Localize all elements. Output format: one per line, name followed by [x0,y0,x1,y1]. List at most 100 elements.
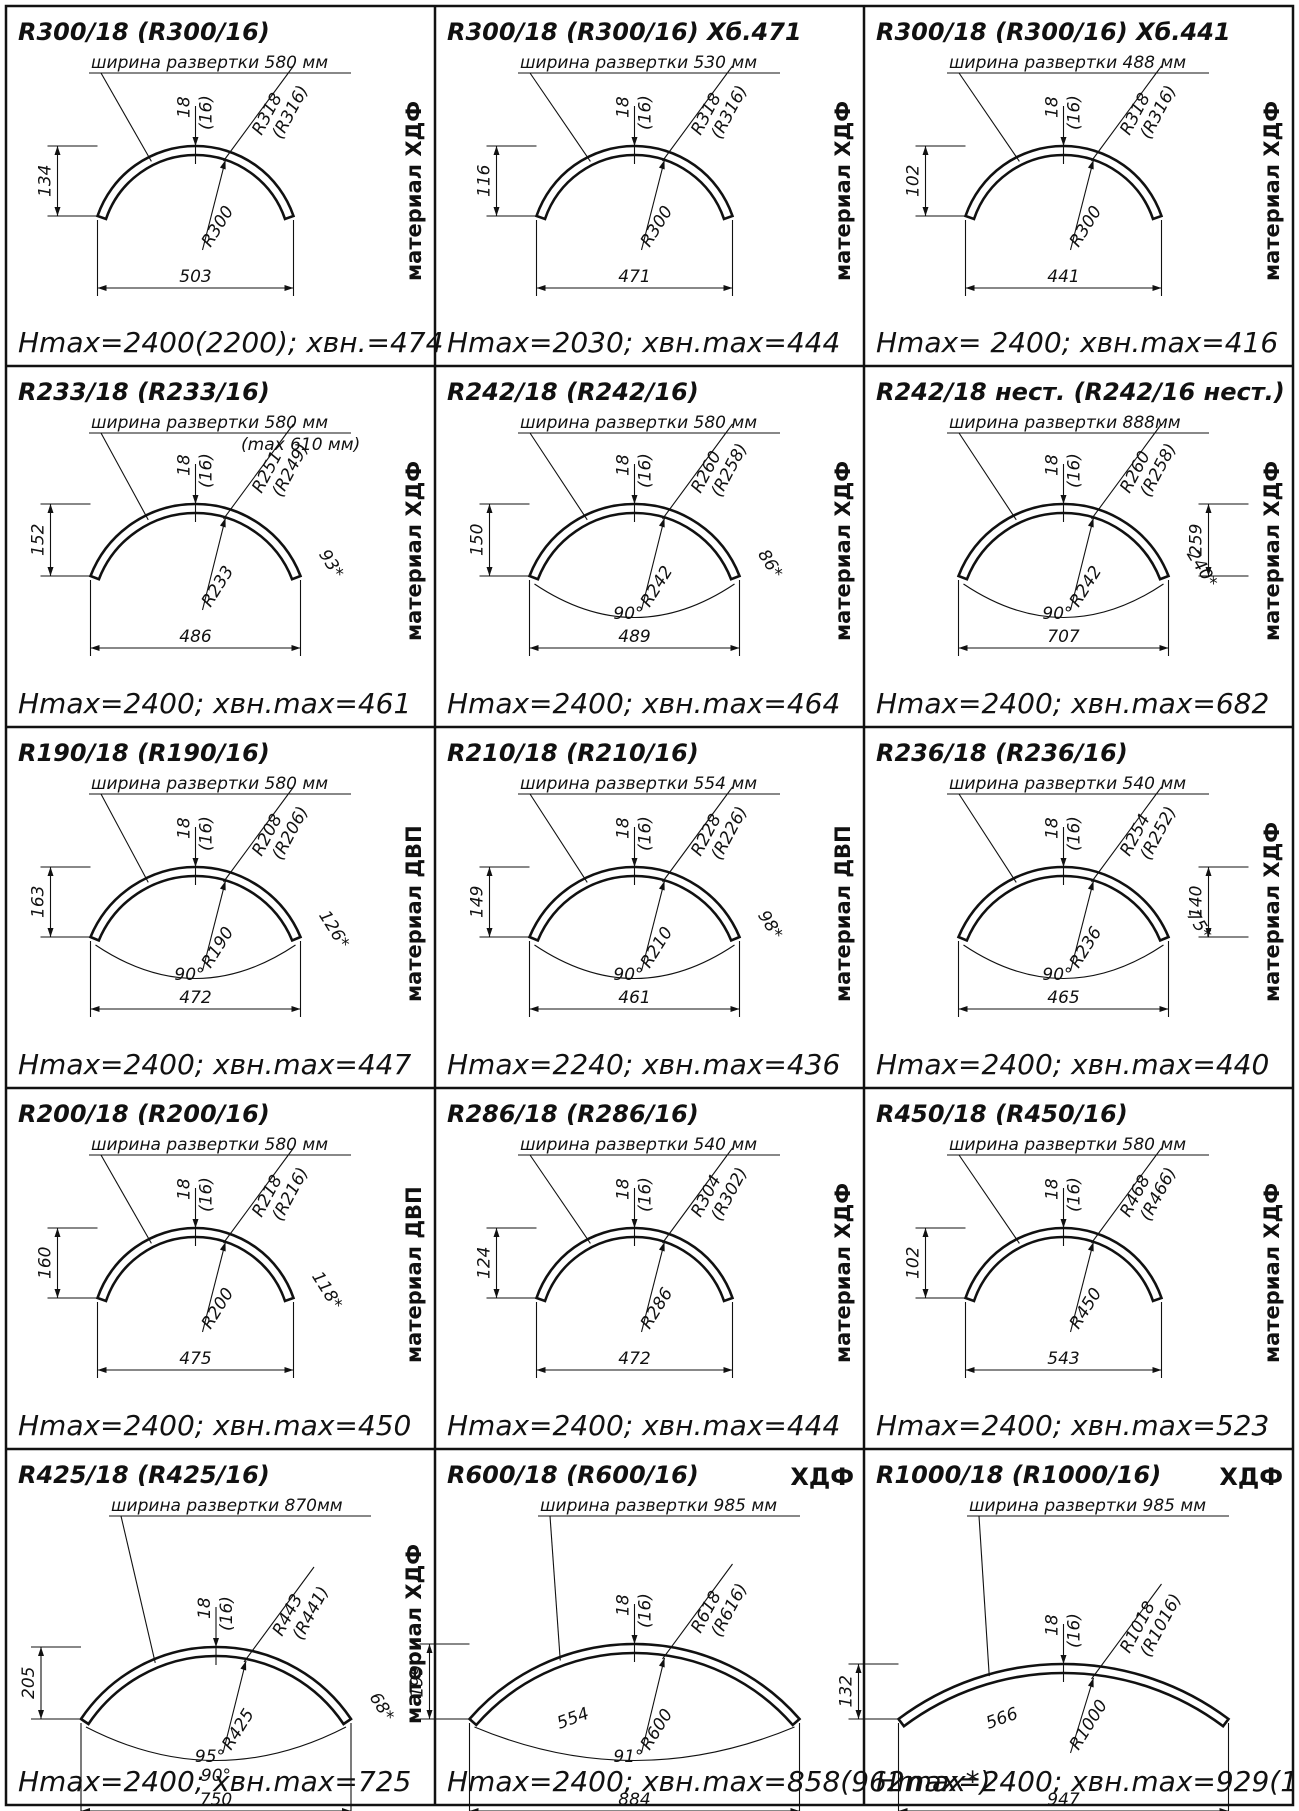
thickness-alt-value: (16) [1065,453,1085,488]
width-label: ширина развертки 540 мм [520,1135,757,1155]
arrow-mark [284,1367,294,1373]
width-leader [529,432,588,521]
outer-radius-leader [662,1147,733,1244]
arrow-mark [38,1647,44,1656]
arrow-mark [958,645,968,651]
height-value: 116 [475,164,495,197]
arrow-mark [1087,1242,1094,1252]
arrow-mark [658,518,665,528]
arrow-mark [529,645,539,651]
width-label: ширина развертки 580 мм [91,1135,328,1155]
height-value: 163 [29,886,49,918]
arrow-mark [855,1710,862,1719]
chord-value: 472 [179,988,211,1008]
arrow-mark [81,1808,90,1811]
inner-radius-leader [201,159,227,251]
angle-arc [534,944,735,980]
cell-title: R450/18 (R450/16) [876,1100,1128,1128]
inner-radius-leader [1069,159,1095,251]
arrow-mark [898,1808,908,1811]
inner-radius-leader [640,880,666,972]
cell-title: R286/18 (R286/16) [447,1100,699,1128]
width-leader [958,432,1017,521]
angle-value: 90° [613,965,643,985]
arrow-mark [47,567,54,576]
width-leader [978,1515,990,1677]
angle-value: 90° [174,965,204,985]
thickness-alt-value: (16) [197,453,217,488]
material-label: материал ХДФ [1260,101,1284,281]
width-leader [100,432,149,521]
profile-cell: R300/18 (R300/16) Хб.471 ширина развертки… [447,18,855,359]
outer-radius-leader [1091,423,1162,520]
thickness-value: 18 [614,817,634,839]
thickness-alt-value: (16) [636,453,656,488]
arc-profile [79,1645,353,1726]
inner-radius-label: R1000 [1066,1696,1112,1753]
arrow-mark [469,1808,479,1811]
arrow-mark [426,1644,433,1653]
arrow-mark [54,1289,61,1298]
thickness-value: 18 [175,454,195,476]
arc-profile [95,144,296,221]
width-label: ширина развертки 985 мм [540,1496,777,1516]
inner-radius-label: R233 [198,563,238,611]
chord-value: 475 [179,1349,211,1369]
arrow-mark [192,858,199,867]
footer-formula: Hmax=2400; xвн.max=444 [447,1409,840,1442]
thickness-alt-value: (16) [1065,95,1085,130]
segment-value: 566 [983,1704,1021,1734]
material-label: ХДФ [1219,1463,1283,1491]
thickness-alt-value: (16) [636,816,656,851]
arrow-mark [291,645,301,651]
arrow-mark [1087,881,1094,891]
profile-cell: R210/18 (R210/16) ширина развертки 554 мм… [447,739,855,1081]
outer-radius-leader [662,65,733,162]
segment-value: 554 [554,1704,591,1734]
inner-radius-leader [640,517,666,611]
arrow-mark [631,495,638,504]
footer-formula: Hmax=2400; xвн.max=461 [18,687,411,720]
material-label: материал ХДФ [1260,822,1284,1002]
footer-formula: Hmax=2030; xвн.max=444 [447,326,840,359]
footer-formula: Hmax=2240; xвн.max=436 [447,1048,840,1081]
chord-value: 750 [200,1790,232,1810]
thickness-alt-value: (16) [1065,1613,1085,1648]
outer-radius-leader [1091,786,1162,883]
arrow-mark [192,1219,199,1228]
thickness-value: 18 [1043,96,1063,118]
chord-value: 543 [1047,1349,1079,1369]
inner-radius-leader [201,880,227,972]
chord-value: 486 [179,627,212,647]
arrow-mark [342,1808,351,1811]
inner-radius-label: R300 [1066,203,1106,251]
footer-formula: Hmax=2400; xвн.max=440 [876,1048,1269,1081]
arrow-mark [1152,285,1162,291]
profile-cell: R190/18 (R190/16) ширина развертки 580 мм… [18,739,426,1081]
height-value: 102 [904,1247,924,1279]
height-value: 152 [29,524,49,556]
height-value: 205 [19,1667,39,1699]
arrow-mark [631,137,638,146]
material-label: материал ХДФ [831,1183,855,1363]
outer-radius-leader [1091,65,1162,162]
profile-cell: R300/18 (R300/16) Хб.441 ширина развертки… [876,18,1284,359]
arrow-mark [922,207,929,216]
thickness-value: 18 [195,1597,215,1619]
arrow-mark [723,1367,733,1373]
thickness-value: 18 [1043,1614,1063,1636]
width-label: ширина развертки 580 мм [91,774,328,794]
profile-cell: R425/18 (R425/16) ширина развертки 870мм 1… [18,1461,426,1811]
cell-title: R190/18 (R190/16) [18,739,270,767]
inner-radius-label: R450 [1066,1285,1106,1333]
inner-radius-leader [201,517,227,611]
inner-radius-leader [1069,1241,1095,1333]
arrow-mark [922,1289,929,1298]
thickness-value: 18 [1043,817,1063,839]
chord-value: 884 [618,1790,650,1810]
arrow-mark [291,1006,301,1012]
chord-value: 441 [1047,267,1079,287]
height-value: 124 [475,1247,495,1279]
width-leader [100,793,149,883]
